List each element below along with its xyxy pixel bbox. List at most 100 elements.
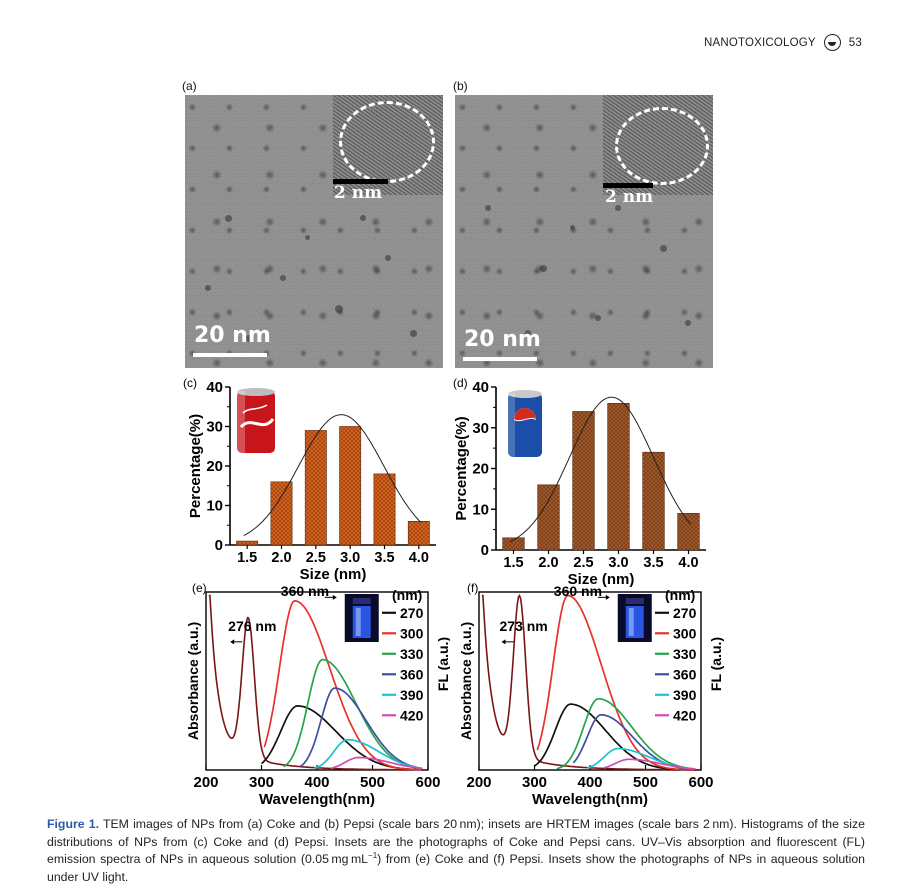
hrtem-inset-pepsi: 2 nm: [603, 95, 713, 207]
tem-image-coke: 2 nm 20 nm: [185, 95, 443, 368]
spectra-pepsi: 200 300 400 500 600 273 nm 360 nm (nm) 270 300 330…: [458, 581, 724, 808]
histogram-bar: [537, 484, 560, 551]
absorbance-peak-annotation: 276 nm: [228, 618, 276, 634]
x-tick-label: 2.0: [271, 550, 291, 566]
x-tick-label: 1.5: [503, 555, 523, 571]
histogram-bar: [339, 426, 362, 546]
x-tick-label: 3.5: [643, 555, 663, 571]
pepsi-can-photo: [508, 390, 542, 457]
hrtem-scale-label: 2 nm: [605, 187, 654, 207]
histogram-bar: [642, 451, 665, 551]
legend-label-270: 270: [400, 605, 424, 621]
y-axis-label-right: FL (a.u.): [435, 637, 450, 691]
y-axis-label-left: Absorbance (a.u.): [185, 622, 201, 740]
emission-curve-300: [263, 600, 422, 771]
y-tick-label: 30: [472, 420, 489, 437]
journal-logo-icon: [823, 34, 841, 51]
x-tick-label: 300: [522, 774, 547, 791]
x-tick-label: 4.0: [409, 550, 429, 566]
x-tick-label: 3.0: [608, 555, 628, 571]
legend-label-330: 330: [400, 646, 424, 662]
page-number: 53: [848, 36, 862, 49]
x-tick-label: 200: [193, 774, 218, 791]
x-axis-label: Wavelength(nm): [259, 791, 375, 808]
legend-label-390: 390: [673, 687, 697, 703]
annotation-arrowhead: [605, 594, 610, 600]
x-axis-label: Size (nm): [568, 571, 635, 588]
histogram-coke: 0 10 20 30 40 1.5 2.0 2.5 3.0 3.5 4.0 Size (nm) Perc…: [183, 376, 436, 583]
histogram-bar: [407, 521, 430, 546]
panel-label: (e): [192, 581, 207, 595]
annotation-arrowhead: [332, 594, 337, 600]
y-tick-label: 40: [472, 379, 489, 396]
tem-scale-label: 20 nm: [194, 323, 271, 348]
emission-peak-annotation: 360 nm: [554, 583, 602, 599]
caption-text-2: ) from (e) Coke and (f) Pepsi. Insets sh…: [47, 852, 865, 884]
legend-label-360: 360: [400, 666, 424, 682]
x-tick-label: 600: [688, 774, 713, 791]
annotation-arrowhead: [501, 639, 506, 645]
y-axis-label-left: Absorbance (a.u.): [458, 622, 474, 740]
emission-curve-300: [536, 594, 695, 771]
hrtem-inset-coke: 2 nm: [333, 95, 443, 203]
uv-vial-photo: [617, 594, 652, 642]
x-tick-label: 500: [360, 774, 385, 791]
y-axis-label: Percentage(%): [453, 416, 470, 520]
x-tick-label: 2.5: [306, 550, 326, 566]
emission-curve-420: [330, 756, 422, 770]
hrtem-highlight-circle: [339, 101, 435, 183]
panel-label-a: (a): [182, 79, 197, 93]
x-tick-label: 400: [304, 774, 329, 791]
spectra-coke: 200 300 400 500 600 276 nm 360 nm (nm) 270 300 330…: [185, 581, 450, 808]
y-tick-label: 30: [206, 419, 223, 436]
panel-label: (f): [467, 581, 478, 595]
legend-label-270: 270: [673, 605, 697, 621]
figure-label: Figure 1.: [47, 817, 99, 831]
legend-title: (nm): [665, 587, 695, 603]
tem-image-pepsi: 2 nm 20 nm: [455, 95, 713, 368]
legend-label-300: 300: [400, 625, 424, 641]
caption-superscript: −1: [368, 851, 378, 861]
emission-curve-420: [603, 758, 695, 770]
histogram-bar: [270, 481, 293, 546]
y-axis-label: Percentage(%): [187, 414, 204, 518]
journal-name: NANOTOXICOLOGY: [703, 36, 816, 49]
x-tick-label: 2.0: [538, 555, 558, 571]
emission-curve-360: [299, 687, 423, 770]
emission-peak-annotation: 360 nm: [281, 583, 329, 599]
coke-can-photo: [237, 388, 275, 453]
legend-label-420: 420: [673, 707, 697, 723]
y-tick-label: 10: [206, 498, 223, 515]
panel-label-b: (b): [453, 79, 468, 93]
tem-scale-bar: [193, 353, 267, 357]
x-axis-label: Size (nm): [300, 566, 367, 583]
running-header: NANOTOXICOLOGY 53: [704, 34, 862, 51]
hrtem-scale-label: 2 nm: [334, 183, 383, 203]
panel-label: (d): [453, 376, 468, 390]
histogram-bar: [607, 402, 630, 551]
legend-label-420: 420: [400, 707, 424, 723]
x-tick-label: 2.5: [573, 555, 593, 571]
caption-text-1: TEM images of NPs from (a) Coke and (b) …: [47, 817, 865, 867]
tem-scale-label: 20 nm: [464, 327, 541, 352]
tem-scale-bar: [463, 357, 537, 361]
x-tick-label: 600: [415, 774, 440, 791]
emission-curve-270: [534, 703, 696, 771]
legend-label-360: 360: [673, 666, 697, 682]
legend-label-330: 330: [673, 646, 697, 662]
y-tick-label: 0: [215, 537, 223, 554]
hrtem-scale-bar: [333, 179, 388, 184]
legend-title: (nm): [392, 587, 422, 603]
histogram-bar: [373, 473, 396, 546]
hrtem-scale-bar: [603, 183, 653, 188]
legend-label-390: 390: [400, 687, 424, 703]
panel-label: (c): [183, 376, 197, 390]
y-tick-label: 40: [206, 379, 223, 396]
uv-vial-photo: [344, 594, 379, 642]
y-axis-label-right: FL (a.u.): [708, 637, 724, 691]
histogram-bar: [236, 540, 259, 546]
y-tick-label: 20: [472, 461, 489, 478]
x-tick-label: 300: [249, 774, 274, 791]
x-tick-label: 3.0: [340, 550, 360, 566]
x-tick-label: 400: [577, 774, 602, 791]
